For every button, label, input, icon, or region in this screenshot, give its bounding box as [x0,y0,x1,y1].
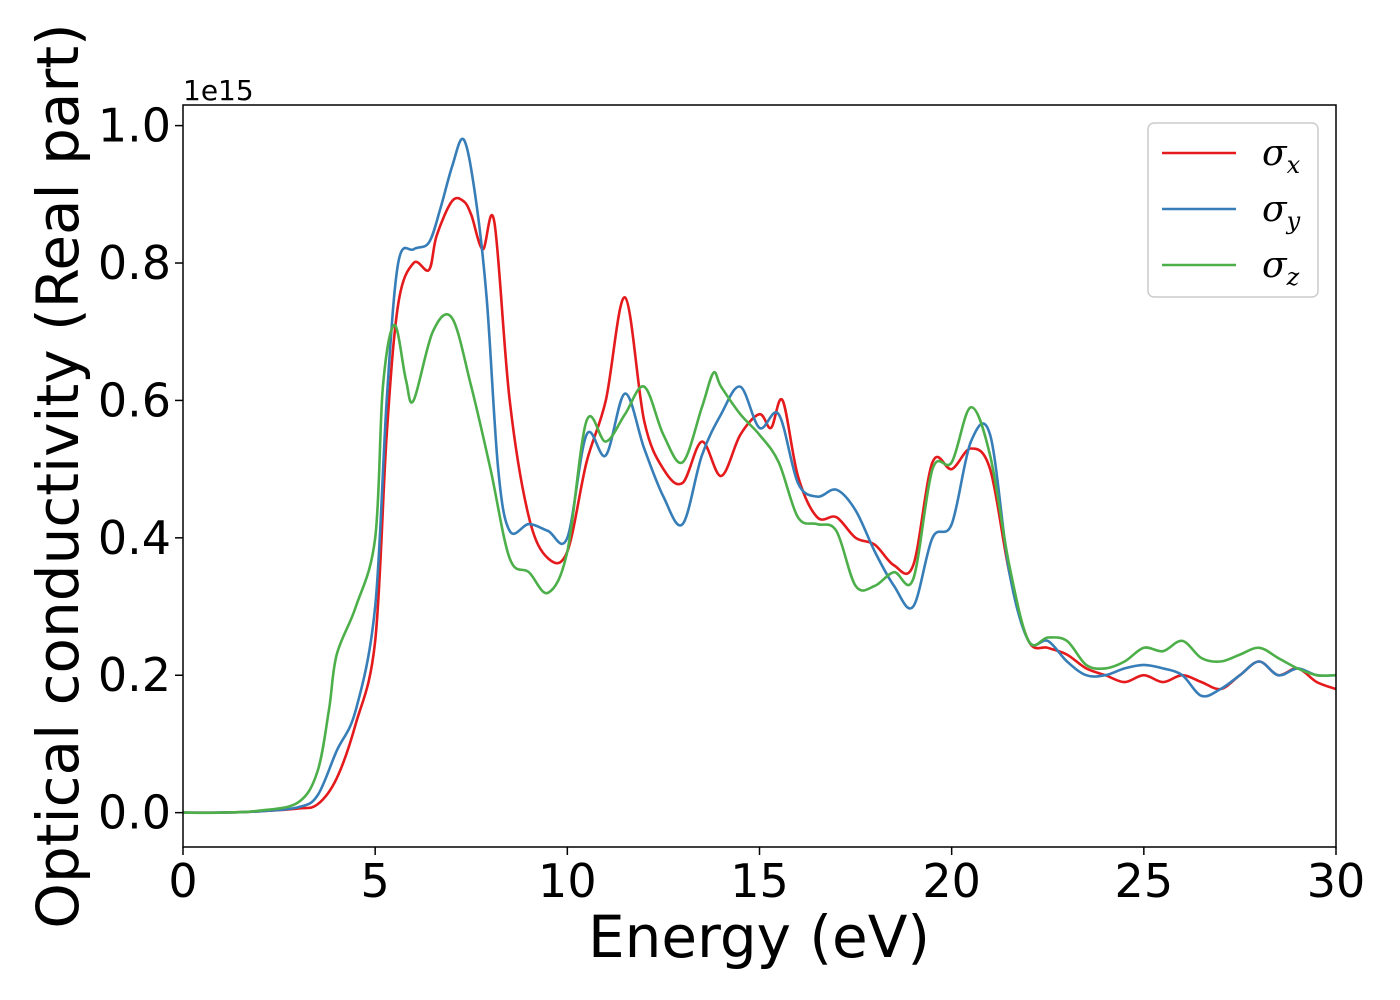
plot-lines [182,137,1337,815]
x-tick-label: 20 [922,854,981,908]
x-tick-label: 25 [1115,854,1174,908]
y-tick-label: 0.8 [98,236,171,290]
x-axis-label: Energy (eV) [588,903,930,971]
x-tick-label: 0 [168,854,197,908]
x-tick-label: 30 [1307,854,1366,908]
x-tick-label: 10 [538,854,597,908]
y-axis-label: Optical conductivity (Real part) [24,23,92,928]
x-tick-label: 15 [730,854,789,908]
y-tick-label: 0.0 [98,786,171,840]
y-tick-label: 0.2 [98,648,171,702]
y-tick-label: 0.6 [98,373,171,427]
y-tick-label: 0.4 [98,511,171,565]
x-axis-ticks: 0 5 10 15 20 25 30 [168,847,1365,908]
legend: σx σy σz [1147,122,1319,298]
legend-label-x: σx [1262,133,1301,179]
series-line-x [182,196,1337,815]
legend-label-y: σy [1262,189,1301,235]
y-axis-ticks: 0.0 0.2 0.4 0.6 0.8 1.0 [98,99,183,840]
series-line-z [182,313,1337,815]
y-offset-label: 1e15 [183,74,254,107]
y-tick-label: 1.0 [98,99,171,153]
legend-label-z: σz [1262,245,1300,291]
x-tick-label: 5 [361,854,390,908]
